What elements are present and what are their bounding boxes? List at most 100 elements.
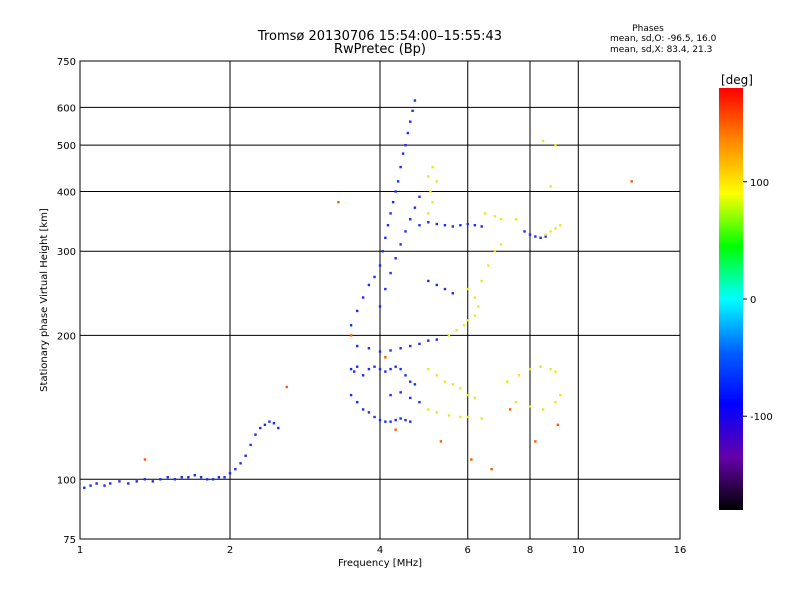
data-point xyxy=(378,305,382,308)
data-point xyxy=(109,482,112,485)
data-point xyxy=(466,393,469,397)
data-point xyxy=(462,324,466,327)
data-point xyxy=(384,236,387,240)
data-point xyxy=(554,143,557,147)
data-point xyxy=(355,400,359,404)
data-point xyxy=(451,225,455,228)
data-point xyxy=(443,224,447,227)
data-point xyxy=(435,222,438,226)
data-point xyxy=(211,478,215,481)
data-point xyxy=(559,224,562,227)
data-point xyxy=(378,264,382,267)
data-point xyxy=(443,380,447,383)
y-tick-label: 100 xyxy=(57,475,76,486)
y-tick-label: 300 xyxy=(57,247,76,258)
data-point xyxy=(435,374,438,377)
x-tick-label: 6 xyxy=(465,545,471,556)
data-point xyxy=(418,342,421,346)
data-point xyxy=(480,225,483,228)
data-point xyxy=(239,462,242,465)
data-point xyxy=(505,380,509,383)
data-point xyxy=(352,370,356,373)
data-point xyxy=(384,420,387,423)
data-point xyxy=(541,139,545,143)
data-point xyxy=(427,175,430,178)
data-point xyxy=(477,305,480,308)
data-point xyxy=(384,356,387,359)
data-point xyxy=(355,309,359,313)
phase-info-heading: Phases xyxy=(632,24,664,34)
data-point xyxy=(249,443,252,447)
data-point xyxy=(427,339,430,342)
data-point xyxy=(259,426,262,430)
data-point xyxy=(435,338,438,341)
data-point xyxy=(427,279,430,283)
data-point xyxy=(234,467,237,471)
data-point xyxy=(499,218,503,221)
data-point xyxy=(466,415,469,419)
data-point xyxy=(541,408,545,411)
data-point xyxy=(473,296,477,299)
data-point xyxy=(427,221,430,224)
data-point xyxy=(103,484,106,487)
data-point xyxy=(389,212,392,215)
chart-title: Tromsø 20130706 15:54:00–15:55:43 xyxy=(257,29,502,44)
y-tick-label: 750 xyxy=(57,57,76,68)
data-point xyxy=(556,423,560,427)
data-point xyxy=(528,367,532,371)
data-point xyxy=(508,408,512,411)
data-point xyxy=(263,423,267,427)
data-point xyxy=(517,374,521,377)
data-point xyxy=(544,233,547,236)
data-point xyxy=(528,405,532,408)
data-point xyxy=(493,215,497,218)
data-point xyxy=(554,227,557,230)
y-tick-label: 600 xyxy=(57,103,76,114)
data-point xyxy=(549,367,552,371)
data-point xyxy=(447,414,451,417)
data-point xyxy=(480,279,483,283)
data-point xyxy=(389,349,392,352)
data-point xyxy=(373,365,376,368)
x-axis-label: Frequency [MHz] xyxy=(338,558,422,569)
data-point xyxy=(399,367,402,371)
data-point xyxy=(447,334,451,337)
data-points xyxy=(83,99,633,489)
data-point xyxy=(399,417,402,420)
data-point xyxy=(367,367,371,371)
x-tick-label: 10 xyxy=(572,545,585,556)
data-point xyxy=(459,415,462,419)
y-tick-label: 200 xyxy=(57,331,76,342)
data-point xyxy=(459,387,462,390)
data-point xyxy=(435,411,438,414)
data-point xyxy=(180,476,183,479)
data-point xyxy=(431,200,434,204)
plot-area xyxy=(79,60,681,540)
data-point xyxy=(427,212,430,215)
data-point xyxy=(355,344,359,348)
data-point xyxy=(473,314,477,317)
data-point xyxy=(378,350,382,353)
data-point xyxy=(534,440,537,443)
data-point xyxy=(277,426,280,430)
data-point xyxy=(254,433,257,436)
data-point xyxy=(217,476,221,479)
data-point xyxy=(539,236,542,240)
data-point xyxy=(394,365,397,368)
data-point xyxy=(166,476,169,479)
data-point xyxy=(187,476,190,479)
data-point xyxy=(483,212,487,215)
data-point xyxy=(451,383,455,386)
colorbar-tick-label: 0 xyxy=(750,295,756,306)
y-tick-label: 500 xyxy=(57,141,76,152)
data-point xyxy=(399,165,402,169)
data-point xyxy=(499,243,503,246)
data-point xyxy=(418,195,421,198)
chart-subtitle: RwPretec (Bp) xyxy=(334,42,426,57)
data-point xyxy=(349,324,353,327)
data-point xyxy=(223,476,226,479)
data-point xyxy=(490,467,493,471)
data-point xyxy=(361,296,365,299)
data-point xyxy=(429,190,432,193)
colorbar: [deg] 100 0 -100 xyxy=(719,73,773,510)
